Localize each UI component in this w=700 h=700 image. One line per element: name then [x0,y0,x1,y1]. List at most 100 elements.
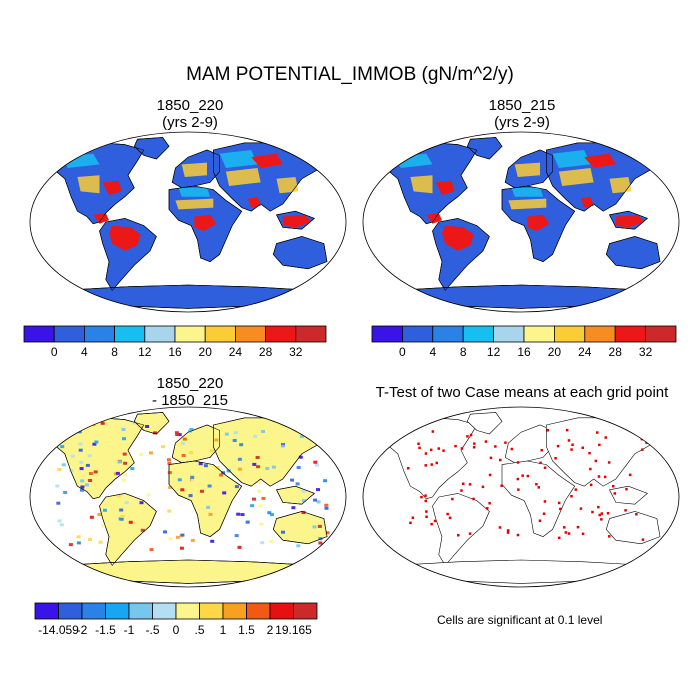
panel-title-top-right: 1850_215 (yrs 2-9) [372,97,672,131]
colorbar-tick-label: 19.165 [275,623,312,637]
significant-cell [488,502,491,505]
significant-cell [468,483,472,486]
diff-cell [324,503,329,507]
diff-cell [78,448,83,452]
diff-cell [177,478,182,482]
colorbar-swatch [81,602,106,620]
field-high-central-america [426,213,442,224]
field-high-india [581,196,594,208]
land-south-america [432,493,490,566]
colorbar-tick-label: -.5 [145,623,159,637]
colorbar-top-left: 0 4 8 12 16 20 24 28 32 [23,325,327,359]
diff-cell [314,463,319,467]
significant-cell [430,463,433,466]
significant-cell [600,518,603,521]
field-high-amazon [442,225,474,251]
diff-cell [259,522,264,526]
significant-cell [565,428,569,432]
diff-cell [84,483,89,487]
colorbar-swatch [23,325,55,343]
diff-cell [174,470,179,474]
colorbar-tick-label: 0 [399,345,406,359]
colorbar-tick-label: 16 [517,345,531,359]
significant-cell [556,444,560,448]
diff-cell [281,530,285,534]
colorbar-swatch [523,325,555,343]
colorbar-tick-label: 1 [220,623,227,637]
diff-cell [226,469,231,473]
diff-cell [291,506,296,510]
significant-cell [574,488,578,491]
diff-cell [269,540,274,543]
significant-cell [579,507,583,510]
coastline-south-america [99,218,157,291]
colorbar-swatch [614,325,647,343]
diff-cell [290,478,295,482]
diff-cell [316,488,320,492]
significant-cell [510,447,514,451]
significant-cell [430,522,433,526]
diff-cell [245,520,250,524]
significant-cell [554,457,557,460]
diff-cell [298,455,303,459]
colorbar-top-right: 0 4 8 12 16 20 24 28 32 [371,325,677,359]
diff-cell [57,468,62,471]
significant-cell [594,459,598,463]
diff-cell [250,504,255,508]
diff-cell [312,525,317,529]
significant-cell [641,538,645,541]
significant-cell [558,536,561,540]
colorbar-tick-label: 28 [259,345,273,359]
diff-cell [299,435,304,438]
diff-cell [313,460,318,464]
coastline-north-america [42,417,145,500]
diff-cell [115,471,120,475]
significant-cell [563,526,566,529]
colorbar-swatch [554,325,586,343]
field-high-central-america [93,213,109,224]
coastline-greenland [133,412,170,435]
diff-cell [145,425,150,428]
significant-cell [571,443,574,446]
diff-cell [203,464,208,468]
significant-cell [625,487,628,491]
diff-cell [222,491,227,495]
diff-cell [208,512,213,516]
diff-cell [210,539,215,543]
coastline-south-america [432,218,490,291]
significant-cell [424,452,428,455]
significant-cell [448,516,452,520]
diff-cell [60,445,65,449]
colorbar-swatch [293,602,318,620]
significant-cell [606,512,610,515]
diff-cell [261,430,265,433]
colorbar-swatch [269,602,294,620]
significant-cell [589,467,592,471]
diff-cell [177,433,182,437]
colorbar-tick-label: 1.5 [238,623,255,637]
significant-cell [608,535,611,538]
colorbar-tick-label: 12 [138,345,152,359]
diff-cell [118,517,123,521]
diff-cell [123,461,128,465]
colorbar-swatch [246,602,271,620]
field-high-congo [194,214,217,231]
significant-cell [424,499,427,503]
field-mid-mid-us [410,175,433,194]
significant-cell [607,461,611,464]
colorbar-tick-label: 8 [460,345,467,359]
colorbar-tick-label: 28 [609,345,623,359]
coastline-africa [168,185,243,262]
diff-cell [61,463,66,467]
diff-cell [174,431,179,435]
diff-cell [265,467,270,470]
significant-cell [424,464,427,467]
colorbar-tick-label: -2 [77,623,88,637]
significant-cell [472,446,476,449]
field-high-indonesia [282,214,312,228]
colorbar-swatch [432,325,464,343]
colorbar-swatch [234,325,266,343]
diff-cell [168,485,173,489]
diff-cell [153,431,157,435]
diff-cell [316,500,321,504]
